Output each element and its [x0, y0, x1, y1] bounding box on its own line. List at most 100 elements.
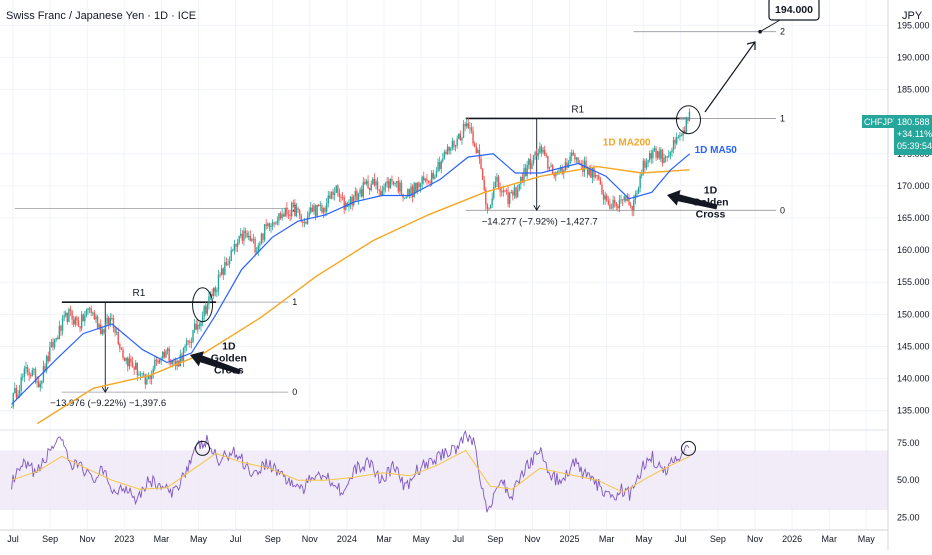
candle-body — [403, 197, 406, 199]
candle-body — [284, 207, 287, 217]
candle-body — [642, 160, 645, 175]
candle-body — [238, 235, 240, 243]
candle-body — [60, 325, 62, 331]
candle-body — [98, 324, 100, 328]
measure-label: −13.976 (−9.22%) −1,397.6 — [50, 398, 166, 409]
ticker-price-bg — [894, 115, 932, 155]
candle-body — [228, 260, 231, 264]
candle-body — [271, 222, 274, 226]
candle-body — [152, 368, 154, 374]
candle-body — [464, 124, 466, 127]
candle-body — [63, 315, 65, 319]
candle-body — [588, 169, 590, 175]
time-tick-label: 2023 — [114, 534, 134, 544]
price-tick-label: 190.000 — [897, 52, 930, 62]
candle-body — [631, 206, 633, 211]
candle-body — [550, 165, 552, 167]
candle-body — [146, 379, 148, 385]
candle-body — [310, 207, 312, 213]
candle-body — [227, 263, 229, 265]
candle-body — [612, 199, 614, 208]
candle-body — [437, 162, 439, 172]
candle-body — [321, 205, 323, 213]
candle-body — [513, 187, 516, 196]
breakout-circle — [192, 287, 214, 323]
candle-body — [384, 183, 387, 187]
candle-body — [505, 190, 508, 192]
candle-body — [246, 233, 248, 238]
candle-body — [617, 205, 619, 209]
candle-body — [365, 180, 368, 184]
candle-body — [508, 193, 511, 204]
candle-body — [12, 393, 14, 407]
candle-body — [265, 224, 267, 226]
candle-body — [157, 360, 159, 363]
rsi-band — [0, 450, 888, 511]
resistance-label: R1 — [133, 288, 146, 299]
time-tick-label: Mar — [154, 534, 170, 544]
candle-body — [596, 175, 598, 176]
candle-body — [683, 130, 686, 133]
golden-cross-arrow — [190, 351, 241, 375]
candle-body — [623, 196, 625, 201]
candle-body — [443, 151, 446, 159]
candle-body — [668, 155, 670, 157]
candle-body — [629, 204, 632, 207]
candle-body — [343, 197, 345, 210]
candle-body — [276, 220, 279, 224]
candle-body — [671, 149, 673, 153]
candle-body — [235, 243, 237, 247]
candle-body — [362, 182, 364, 197]
candle-body — [411, 186, 414, 198]
candle-body — [528, 158, 530, 165]
candle-body — [494, 181, 497, 188]
candle-body — [324, 207, 326, 212]
candle-body — [489, 205, 492, 209]
candle-body — [313, 205, 315, 212]
candle-body — [383, 186, 385, 191]
candle-body — [423, 176, 425, 181]
candle-body — [225, 262, 228, 265]
candle-body — [286, 207, 288, 215]
breakout-circle — [675, 105, 701, 135]
price-tick-label: 145.000 — [897, 341, 930, 351]
candle-body — [163, 351, 166, 358]
time-tick-label: Jul — [452, 534, 464, 544]
rsi-tick-label: 25.00 — [897, 513, 920, 523]
candle-body — [287, 214, 290, 216]
candle-body — [523, 168, 525, 183]
grid-lines — [0, 0, 888, 530]
candle-body — [461, 137, 463, 141]
candle-body — [25, 367, 27, 369]
candle-body — [536, 152, 538, 156]
price-tick-label: 135.000 — [897, 406, 930, 416]
candle-body — [332, 191, 334, 195]
candle-body — [84, 315, 86, 322]
candle-body — [69, 309, 72, 311]
fib-label: 0 — [780, 205, 785, 215]
candle-body — [36, 381, 38, 383]
candle-body — [644, 160, 646, 168]
candle-body — [92, 312, 94, 314]
candle-body — [470, 127, 473, 131]
candle-body — [653, 148, 656, 151]
candle-body — [125, 357, 127, 361]
candle-body — [524, 168, 527, 177]
time-tick-label: Sep — [265, 534, 281, 544]
candle-body — [669, 152, 672, 156]
time-tick-label: May — [413, 534, 431, 544]
candle-body — [179, 354, 181, 367]
candle-body — [569, 156, 571, 164]
candle-body — [133, 366, 135, 370]
candle-body — [485, 189, 487, 205]
currency-label[interactable]: JPY — [902, 10, 923, 22]
candle-body — [112, 318, 115, 329]
candle-body — [586, 167, 589, 175]
candle-body — [23, 368, 26, 377]
candle-body — [456, 138, 458, 146]
time-tick-label: 2025 — [559, 534, 579, 544]
candle-body — [187, 340, 189, 342]
candle-body — [499, 187, 501, 192]
